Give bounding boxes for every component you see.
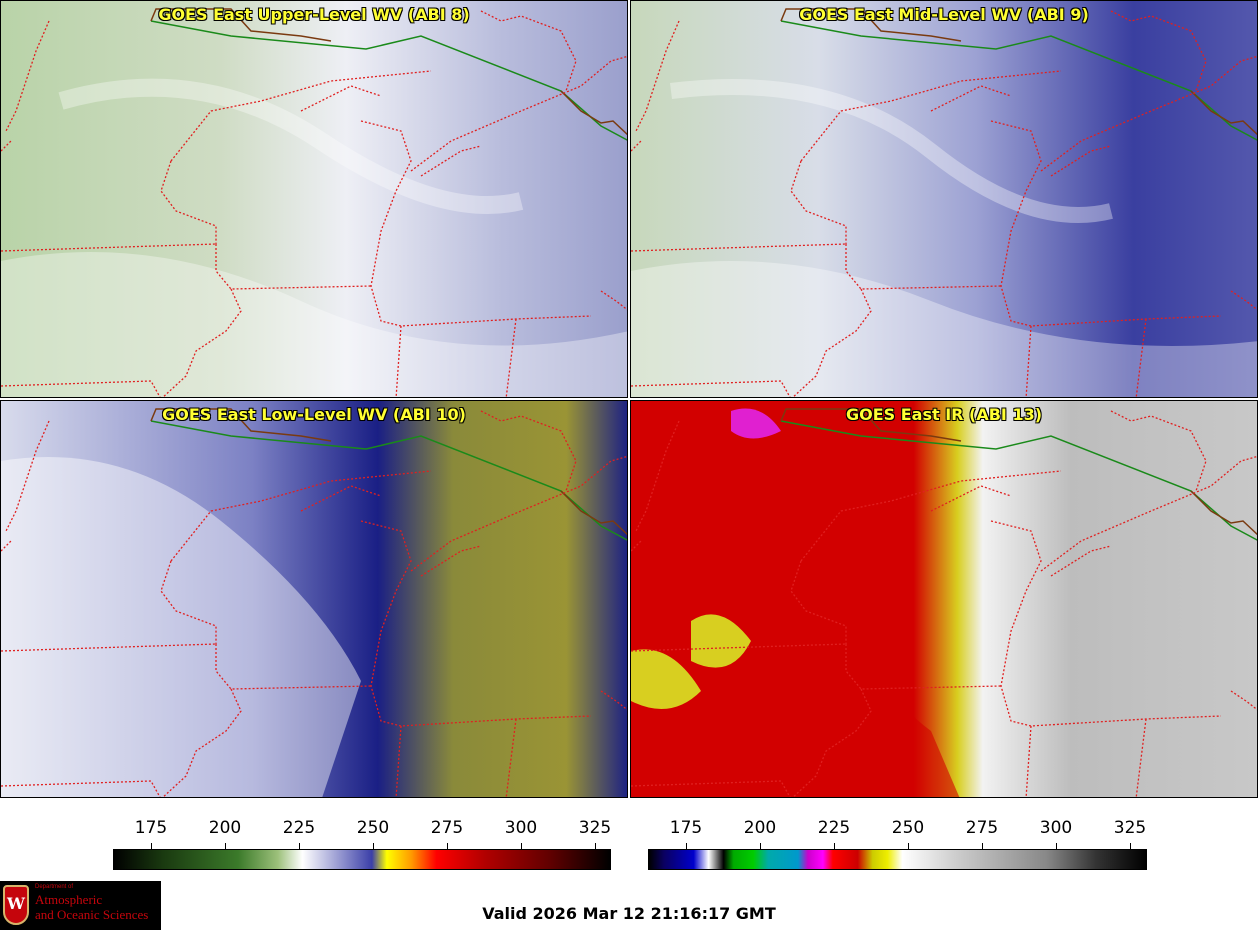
colorbar-tick-label: 250 — [356, 818, 390, 838]
colorbar-tick-label: 225 — [282, 818, 316, 838]
colorbar-tick-mark — [595, 843, 596, 849]
colorbar-tick-label: 250 — [891, 818, 925, 838]
colorbar-tick-label: 300 — [504, 818, 538, 838]
colorbar-tick-mark — [908, 843, 909, 849]
logo-line-atmospheric: Atmospheric — [35, 892, 103, 907]
uw-crest-icon: W — [3, 885, 29, 925]
colorbar-tick-mark — [1130, 843, 1131, 849]
logo-line-department: Department of — [35, 884, 74, 890]
map-panel-low-level-wv: GOES East Low-Level WV (ABI 10) — [0, 400, 628, 798]
valid-time-label: Valid 2026 Mar 12 21:16:17 GMT — [482, 904, 776, 923]
colorbar-tick-mark — [151, 843, 152, 849]
panel-title: GOES East IR (ABI 13) — [845, 405, 1043, 424]
panel-title: GOES East Low-Level WV (ABI 10) — [162, 405, 466, 424]
map-panel-upper-level-wv: GOES East Upper-Level WV (ABI 8) — [0, 0, 628, 398]
colorbar-wv-strip — [113, 849, 611, 870]
colorbar-tick-label: 175 — [669, 818, 703, 838]
colorbar-tick-label: 325 — [578, 818, 612, 838]
colorbar-tick-mark — [686, 843, 687, 849]
colorbar-tick-label: 275 — [965, 818, 999, 838]
colorbar-ir-strip — [648, 849, 1147, 870]
colorbar-tick-label: 300 — [1039, 818, 1073, 838]
colorbar-tick-label: 225 — [817, 818, 851, 838]
colorbar-tick-mark — [982, 843, 983, 849]
satellite-image-mid-wv — [631, 1, 1257, 397]
colorbar-tick-label: 175 — [134, 818, 168, 838]
satellite-image-upper-wv — [1, 1, 627, 397]
colorbar-tick-mark — [447, 843, 448, 849]
colorbar-tick-mark — [760, 843, 761, 849]
panel-title: GOES East Upper-Level WV (ABI 8) — [158, 5, 470, 24]
colorbar-tick-label: 275 — [430, 818, 464, 838]
colorbar-tick-mark — [373, 843, 374, 849]
colorbar-tick-mark — [521, 843, 522, 849]
colorbar-tick-label: 325 — [1113, 818, 1147, 838]
colorbar-tick-mark — [834, 843, 835, 849]
aos-logo: W Department of Atmospheric and Oceanic … — [0, 881, 161, 930]
panel-title: GOES East Mid-Level WV (ABI 9) — [799, 5, 1089, 24]
colorbar-tick-label: 200 — [743, 818, 777, 838]
colorbar-tick-mark — [299, 843, 300, 849]
map-panel-mid-level-wv: GOES East Mid-Level WV (ABI 9) — [630, 0, 1258, 398]
satellite-image-low-wv — [1, 401, 627, 797]
map-panel-ir: GOES East IR (ABI 13) — [630, 400, 1258, 798]
colorbar-tick-label: 200 — [208, 818, 242, 838]
colorbar-tick-mark — [1056, 843, 1057, 849]
logo-line-oceanic: and Oceanic Sciences — [35, 907, 149, 922]
satellite-image-ir — [631, 401, 1257, 797]
colorbar-tick-mark — [225, 843, 226, 849]
